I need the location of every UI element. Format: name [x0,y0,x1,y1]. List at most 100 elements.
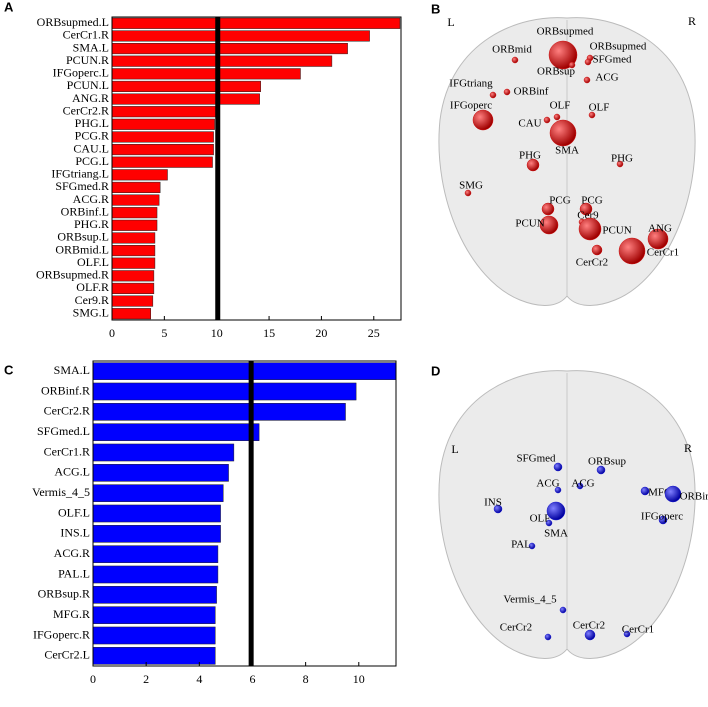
x-tick-label: 4 [196,672,202,686]
node-label: SMA [544,528,568,540]
side-label: L [451,442,458,456]
y-tick-label: ORBsupmed.R [36,268,109,282]
node-label: PHG [519,150,541,162]
y-tick-label: OLF.R [76,280,109,294]
bar [111,80,261,92]
bar [92,545,219,563]
y-tick-label: SMA.L [73,40,109,54]
brain-node [583,76,591,84]
bar [111,144,214,156]
bar [111,169,168,181]
node-label: CerCr2 [500,622,532,634]
brain-node [526,158,540,172]
bar [92,484,224,502]
y-tick-label: PHG.L [75,116,109,130]
node-label: PCUN [515,218,544,230]
node-label: ORBsupmed [590,41,647,53]
node-label: ANG [648,223,672,235]
bar [111,194,160,206]
brain-node [545,519,553,527]
panel-label: B [431,1,440,16]
brain-node [623,630,631,638]
panel-label: D [431,363,440,378]
brain-node [554,486,562,494]
x-tick-label: 6 [249,672,255,686]
node-label: ORBsup [588,456,626,468]
y-tick-label: PCUN.L [67,78,109,92]
bar [111,295,154,307]
panel-label: C [4,362,14,377]
plot-frame [111,16,402,321]
brain-node [640,486,650,496]
node-label: CerCr2 [576,257,608,269]
node-label: SMG [459,180,483,192]
brain-node [591,244,603,256]
node-label: PCUN [602,225,631,237]
bar [111,131,214,143]
node-label: ACG [595,72,618,84]
y-tick-label: CerCr2.R [63,103,109,117]
bar [92,382,357,401]
node-label: ORBinf [514,86,549,98]
bar [111,207,158,219]
x-tick-label: 10 [353,672,365,686]
node-label: IFGoperc [450,100,492,112]
y-tick-label: ORBsup.R [38,587,90,601]
brain-node [584,58,592,66]
y-tick-label: IFGtriang.L [51,167,109,181]
brain-node [568,61,576,69]
bar [111,30,370,42]
brain-node [596,465,606,475]
node-label: PCG [581,195,602,207]
bar [92,647,216,665]
node-label: ORBinf [680,491,708,503]
y-tick-label: ANG.R [72,91,109,105]
bar [92,525,221,543]
brain-node [658,515,668,525]
node-label: ACG [571,478,594,490]
brain-node [489,91,497,99]
y-tick-label: SFGmed.L [37,424,90,438]
bar [111,17,401,29]
x-tick-label: 20 [315,326,327,340]
brain-node [588,111,596,119]
bar [92,586,217,604]
bar [92,464,229,482]
y-tick-label: ACG.L [54,465,90,479]
x-tick-label: 10 [211,326,223,340]
bar [92,606,216,624]
bar [92,403,346,421]
brain-node [664,485,682,503]
x-tick-label: 0 [90,672,96,686]
node-label: CerCr2 [573,620,605,632]
y-tick-label: IFGoperc.L [53,66,109,80]
brain-node [584,629,596,641]
node-label: SMA [555,145,579,157]
node-label: PHG [611,153,633,165]
bar [111,93,260,105]
brain-node [559,606,567,614]
brain-node [539,215,559,235]
node-label: SFGmed [592,54,632,66]
bar [111,181,161,193]
brain-node [543,116,551,124]
brain-node [464,189,472,197]
y-tick-label: Cer9.R [75,293,109,307]
y-tick-label: OLF.L [58,505,90,519]
node-label: PAL [511,539,531,551]
bar [92,423,260,441]
side-label: L [447,15,454,29]
y-tick-label: ORBinf.L [61,204,109,218]
bar [92,626,216,645]
brain-node [616,160,624,168]
node-label: CAU [518,118,541,130]
y-tick-label: PCG.R [75,129,109,143]
brain-node [544,633,552,641]
y-tick-label: CerCr1.R [44,444,90,458]
y-tick-label: CAU.L [73,141,109,155]
brain-node [528,542,536,550]
brain-node [549,119,577,147]
brain-node [647,228,669,250]
x-tick-label: 5 [161,326,167,340]
bar [92,565,219,584]
